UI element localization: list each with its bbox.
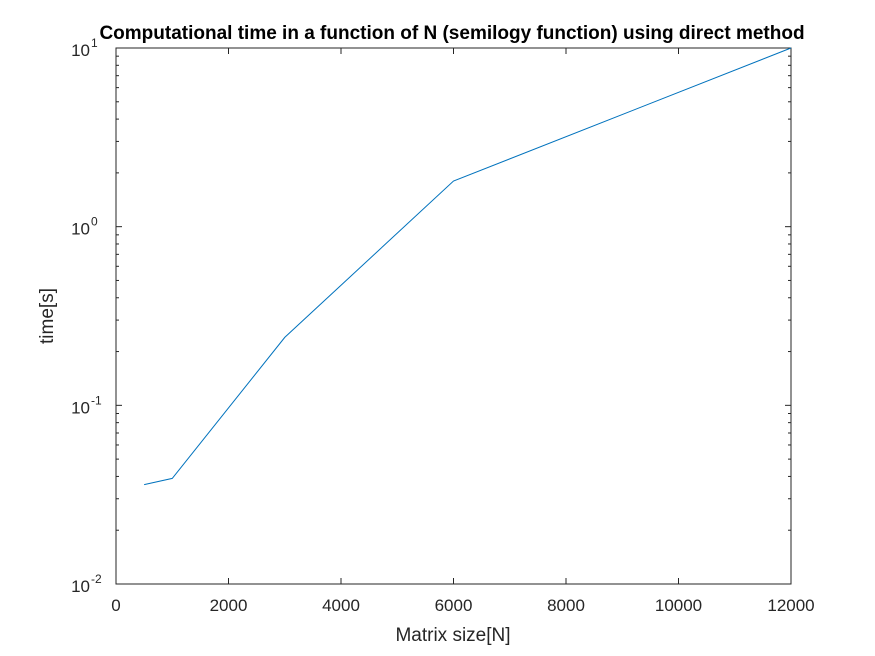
y-tick-label-exponent: -2 [91, 572, 102, 586]
y-axis-label: time[s] [37, 288, 58, 344]
x-tick-label: 2000 [210, 596, 248, 615]
ticks [115, 47, 792, 585]
y-tick-label: 10 -1 [71, 393, 102, 417]
y-tick-label-base: 10 [71, 577, 90, 596]
series-line [144, 47, 792, 486]
x-tick-label: 6000 [435, 596, 473, 615]
y-tick-label-base: 10 [71, 41, 90, 60]
y-tick-label-exponent: 1 [91, 36, 98, 50]
y-tick-label-base: 10 [71, 398, 90, 417]
x-tick-label: 0 [111, 596, 120, 615]
x-tick-label: 8000 [547, 596, 585, 615]
y-tick-label-exponent: -1 [91, 393, 102, 407]
y-tick-label-exponent: 0 [91, 215, 98, 229]
y-tick-label-base: 10 [71, 220, 90, 239]
y-tick-label: 10 1 [71, 36, 98, 60]
y-tick-label: 10 0 [71, 215, 98, 239]
x-tick-label: 10000 [655, 596, 702, 615]
x-tick-label: 12000 [767, 596, 814, 615]
x-axis-label: Matrix size[N] [395, 625, 510, 646]
y-tick-label: 10 -2 [71, 572, 102, 596]
x-tick-label: 4000 [322, 596, 360, 615]
chart-title: Computational time in a function of N (s… [99, 23, 804, 44]
series-group [144, 47, 792, 486]
plot-area [115, 47, 792, 585]
